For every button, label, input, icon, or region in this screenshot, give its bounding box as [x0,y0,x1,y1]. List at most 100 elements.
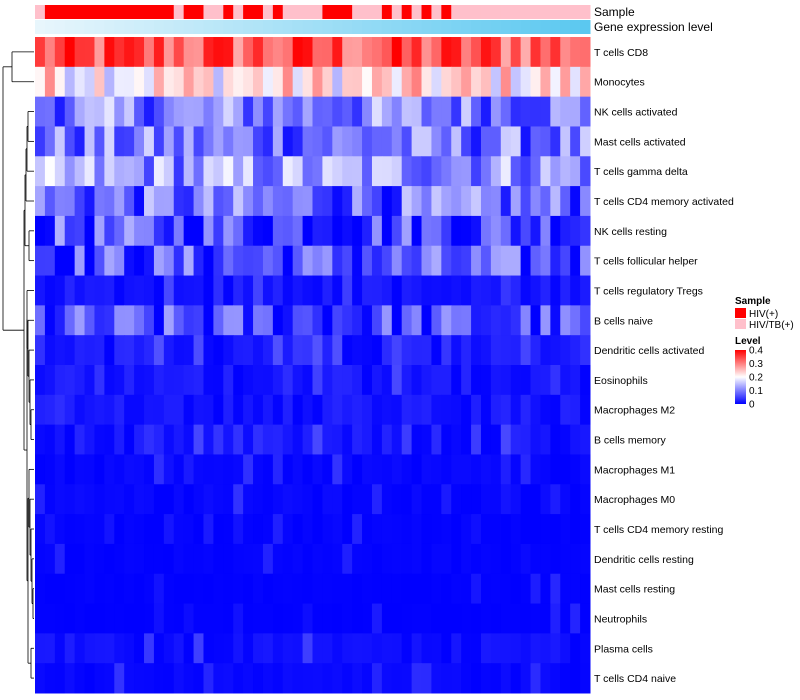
heatmap-cell [253,186,264,217]
heatmap-cell [272,394,284,426]
heatmap-cell [173,186,185,217]
heatmap-cell [461,186,472,217]
heatmap-cell [451,335,462,366]
heatmap-cell [84,96,95,127]
heatmap-cell [134,514,145,545]
row-label: T cells follicular helper [594,256,698,268]
heatmap-cell [570,394,581,426]
heatmap-cell [401,156,413,187]
heatmap-cell [124,335,135,366]
heatmap-cell [530,305,541,336]
heatmap-cell [144,245,155,277]
heatmap-cell [500,126,512,157]
heatmap-cell [421,275,432,306]
heatmap-cell [173,633,185,664]
heatmap-cell [243,543,254,575]
heatmap-cell [441,156,452,187]
row-label: Mast cells activated [594,136,686,148]
heatmap-cell [342,424,353,455]
gene-level-cell [292,20,304,34]
heatmap-cell [233,365,244,396]
heatmap-cell [223,663,234,694]
heatmap-cell [342,573,353,605]
sample-cell [480,5,492,19]
legend-label-hiv: HIV(+) [749,309,778,320]
heatmap-cell [401,126,413,157]
heatmap-cell [74,156,86,187]
heatmap-cell [441,663,452,694]
heatmap-cell [371,484,383,515]
heatmap-cell [253,454,264,485]
heatmap-cell [203,514,214,545]
heatmap-cell [471,275,482,306]
heatmap-cell [540,66,551,98]
heatmap-cell [223,66,234,98]
heatmap-cell [223,573,234,605]
heatmap-cell [292,245,304,277]
heatmap-cell [580,484,591,515]
heatmap-cell [74,663,86,694]
heatmap-cell [203,543,214,575]
heatmap-cell [381,215,393,247]
heatmap-cell [560,305,571,336]
heatmap-cell [421,365,432,396]
heatmap-cell [114,514,125,545]
heatmap-cell [371,275,383,306]
heatmap-cell [144,424,155,455]
heatmap-cell [550,37,561,68]
heatmap-cell [401,365,413,396]
heatmap-cell [580,543,591,575]
heatmap-cell [441,215,452,247]
gene-level-cell [520,20,532,34]
heatmap-cell [302,543,313,575]
heatmap-cell [550,484,561,515]
heatmap-cell [312,275,323,306]
heatmap-cell [431,215,442,247]
heatmap-cell [471,156,482,187]
heatmap-cell [144,603,155,634]
heatmap-cell [431,37,442,68]
heatmap-cell [580,424,591,455]
heatmap-cell [124,215,135,247]
heatmap-cell [381,66,393,98]
heatmap-cell [262,365,274,396]
heatmap-cell [193,275,204,306]
heatmap-cell [193,96,204,127]
heatmap-cell [253,633,264,664]
heatmap-cell [183,424,195,455]
heatmap-cell [441,543,452,575]
sample-cell [490,5,502,19]
heatmap-cell [223,275,234,306]
heatmap-cell [352,603,363,634]
heatmap-cell [342,186,353,217]
heatmap-cell [183,305,195,336]
heatmap-cell [94,573,105,605]
heatmap-cell [560,156,571,187]
heatmap-cell [243,37,254,68]
heatmap-cell [292,96,304,127]
heatmap-cell [213,156,224,187]
heatmap-cell [391,186,403,217]
heatmap-cell [451,484,462,515]
heatmap-cell [312,424,323,455]
gene-level-cell [530,20,541,34]
heatmap-cell [352,454,363,485]
legend-level-tick-label: 0.1 [749,386,763,397]
heatmap-cell [510,37,522,68]
heatmap-cell [510,394,522,426]
heatmap-cell [391,66,403,98]
heatmap-cell [44,245,56,277]
heatmap-cell [233,633,244,664]
heatmap-cell [272,543,284,575]
heatmap-cell [560,37,571,68]
heatmap-cell [124,96,135,127]
heatmap-cell [253,543,264,575]
heatmap-cell [84,186,95,217]
heatmap-cell [124,126,135,157]
heatmap-cell [163,394,175,426]
heatmap-cell [233,454,244,485]
heatmap-cell [183,484,195,515]
heatmap-cell [262,543,274,575]
heatmap-cell [292,66,304,98]
heatmap-cell [520,275,532,306]
